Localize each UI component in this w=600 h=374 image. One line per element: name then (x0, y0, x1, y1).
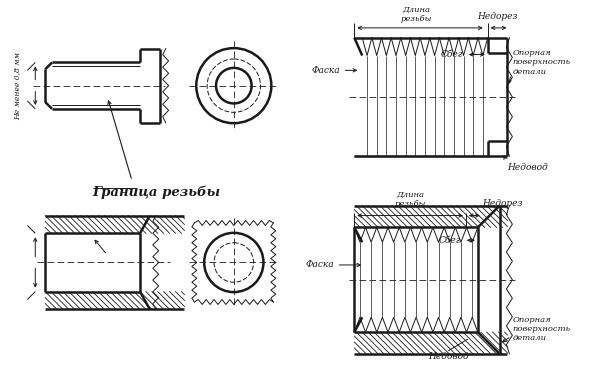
Text: Опорная
поверхность
детали: Опорная поверхность детали (512, 316, 571, 342)
Text: Фаска: Фаска (312, 66, 340, 75)
Text: Опорная
поверхность
детали: Опорная поверхность детали (512, 49, 571, 76)
Text: Не менее 0,8 мм: Не менее 0,8 мм (14, 52, 22, 120)
Text: Недовод: Недовод (508, 163, 548, 172)
Text: Длина
резьбы: Длина резьбы (400, 6, 432, 23)
Text: Фаска: Фаска (306, 260, 335, 269)
Text: Длина
резьбы: Длина резьбы (394, 190, 426, 208)
Text: Граница резьбы: Граница резьбы (92, 186, 221, 199)
Text: Сбег: Сбег (441, 50, 463, 59)
Text: Недовод: Недовод (428, 352, 469, 361)
Text: Недорез: Недорез (478, 12, 518, 21)
Text: Сбег: Сбег (439, 236, 461, 245)
Text: Недорез: Недорез (482, 199, 523, 208)
